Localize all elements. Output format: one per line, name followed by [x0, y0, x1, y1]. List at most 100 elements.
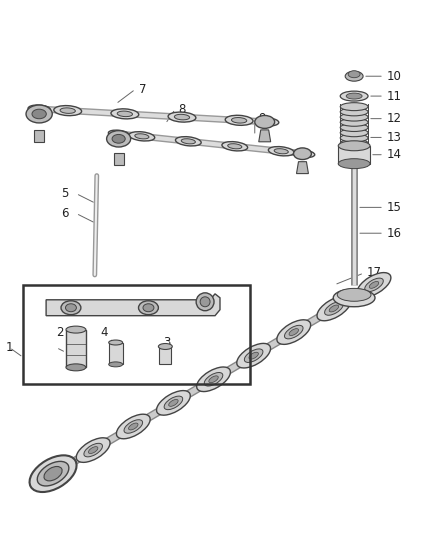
Ellipse shape [222, 142, 247, 151]
Text: 13: 13 [387, 131, 402, 144]
Ellipse shape [111, 109, 139, 119]
Ellipse shape [88, 447, 98, 454]
Ellipse shape [135, 134, 149, 139]
Ellipse shape [340, 108, 368, 116]
Ellipse shape [106, 131, 131, 147]
Ellipse shape [369, 281, 379, 288]
Text: 14: 14 [387, 148, 402, 161]
Text: 1: 1 [5, 341, 13, 354]
Bar [23, 285, 250, 384]
Ellipse shape [338, 141, 370, 151]
Text: 3: 3 [163, 336, 171, 349]
Ellipse shape [285, 325, 303, 339]
Ellipse shape [244, 349, 263, 362]
Ellipse shape [340, 113, 368, 121]
Ellipse shape [129, 132, 155, 141]
Ellipse shape [156, 391, 190, 415]
Ellipse shape [159, 343, 172, 350]
Ellipse shape [41, 465, 65, 482]
Ellipse shape [169, 399, 178, 406]
Ellipse shape [200, 297, 210, 307]
Polygon shape [259, 130, 271, 142]
Ellipse shape [228, 144, 242, 149]
Ellipse shape [28, 105, 50, 113]
Text: 6: 6 [61, 207, 68, 220]
Ellipse shape [32, 109, 46, 119]
Ellipse shape [65, 304, 76, 312]
Ellipse shape [277, 320, 311, 344]
Ellipse shape [76, 438, 110, 462]
Ellipse shape [340, 103, 368, 111]
Ellipse shape [231, 118, 247, 123]
Ellipse shape [340, 118, 368, 126]
FancyBboxPatch shape [34, 130, 44, 142]
Ellipse shape [333, 289, 375, 307]
Ellipse shape [66, 364, 86, 371]
Ellipse shape [325, 302, 343, 315]
Ellipse shape [340, 129, 368, 136]
Ellipse shape [329, 305, 339, 312]
Ellipse shape [176, 136, 201, 146]
Ellipse shape [60, 108, 75, 114]
Ellipse shape [168, 112, 196, 122]
Ellipse shape [54, 106, 81, 116]
Ellipse shape [174, 114, 190, 120]
FancyBboxPatch shape [109, 343, 123, 365]
Ellipse shape [143, 304, 154, 312]
Text: 9: 9 [258, 112, 265, 125]
Ellipse shape [209, 376, 218, 383]
Text: 16: 16 [387, 227, 402, 240]
Ellipse shape [340, 134, 368, 142]
Ellipse shape [237, 343, 271, 368]
Ellipse shape [196, 293, 214, 311]
Ellipse shape [225, 115, 253, 125]
Ellipse shape [32, 458, 74, 489]
Ellipse shape [340, 124, 368, 132]
Ellipse shape [61, 301, 81, 314]
Ellipse shape [108, 130, 129, 138]
Text: 5: 5 [61, 187, 68, 200]
Ellipse shape [317, 296, 351, 321]
Ellipse shape [109, 362, 123, 367]
Ellipse shape [274, 149, 288, 154]
Ellipse shape [117, 414, 150, 439]
Ellipse shape [337, 288, 371, 301]
Text: 12: 12 [387, 112, 402, 125]
Ellipse shape [249, 352, 258, 359]
Ellipse shape [268, 147, 294, 156]
FancyBboxPatch shape [159, 346, 171, 365]
Text: 10: 10 [387, 70, 402, 83]
Ellipse shape [294, 150, 315, 157]
Ellipse shape [29, 455, 77, 492]
Ellipse shape [293, 148, 311, 159]
FancyBboxPatch shape [66, 329, 86, 367]
Ellipse shape [346, 93, 362, 99]
Ellipse shape [340, 139, 368, 147]
Ellipse shape [66, 326, 86, 333]
Text: 8: 8 [178, 102, 186, 116]
Ellipse shape [47, 470, 59, 478]
Ellipse shape [348, 71, 360, 78]
Ellipse shape [289, 329, 299, 335]
Ellipse shape [204, 373, 223, 386]
Ellipse shape [37, 462, 69, 486]
Ellipse shape [112, 134, 125, 143]
Ellipse shape [138, 301, 159, 314]
Ellipse shape [255, 116, 275, 128]
Text: 17: 17 [367, 266, 382, 279]
Ellipse shape [124, 419, 143, 433]
Ellipse shape [197, 367, 230, 392]
Ellipse shape [26, 105, 52, 123]
Text: 15: 15 [387, 201, 402, 214]
Ellipse shape [340, 91, 368, 101]
Ellipse shape [365, 278, 383, 292]
Ellipse shape [44, 466, 62, 481]
Text: 4: 4 [101, 326, 108, 339]
Ellipse shape [345, 71, 363, 81]
FancyBboxPatch shape [114, 153, 124, 165]
FancyBboxPatch shape [338, 146, 370, 164]
Ellipse shape [109, 340, 123, 345]
Polygon shape [297, 161, 308, 174]
Text: 7: 7 [138, 83, 146, 95]
Text: 2: 2 [56, 326, 64, 339]
